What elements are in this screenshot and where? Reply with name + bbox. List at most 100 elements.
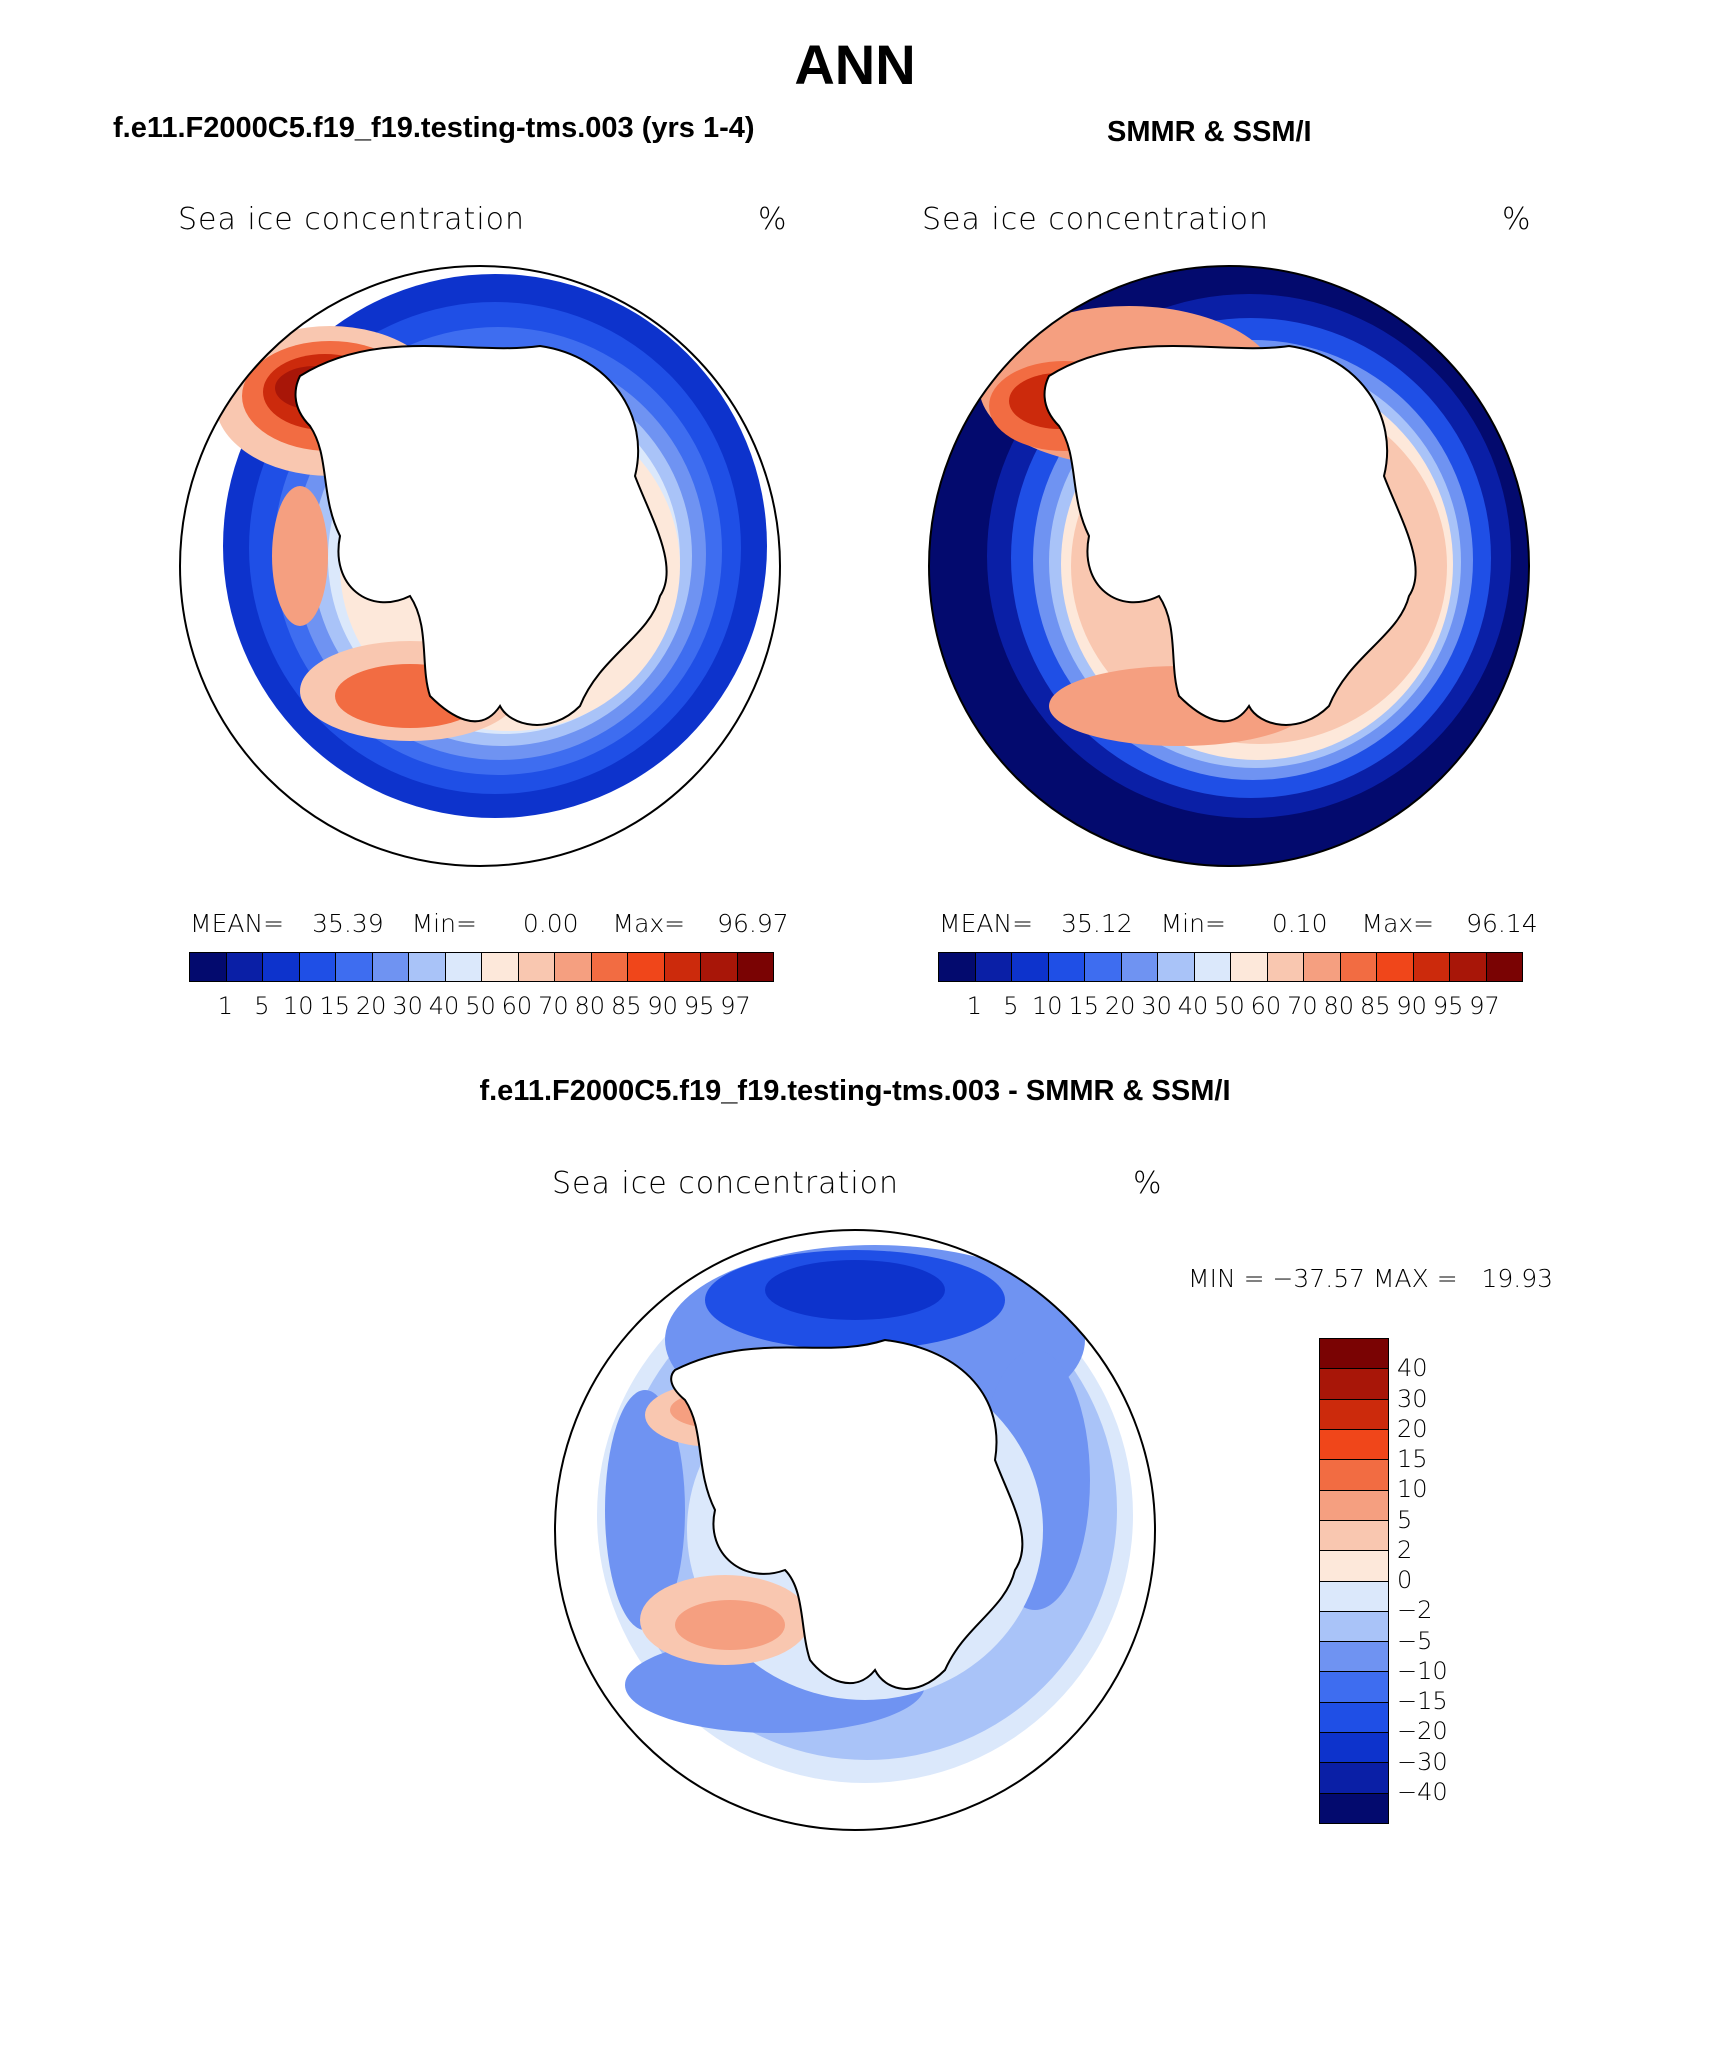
colorbar-cell xyxy=(1377,953,1414,981)
diff-colorbar xyxy=(1319,1338,1389,1824)
obs-mean-value: 35.12 xyxy=(1061,909,1133,938)
colorbar-cell xyxy=(701,953,738,981)
model-max-label: Max= xyxy=(612,909,686,938)
obs-stats: MEAN= 35.12 Min= 0.10 Max= 96.14 xyxy=(939,909,1538,938)
colorbar-tick-label: 1 xyxy=(966,992,983,1020)
diff-colorbar-cell xyxy=(1320,1733,1388,1764)
colorbar-tick-label: 40 xyxy=(428,992,460,1020)
colorbar-cell xyxy=(975,953,1012,981)
colorbar-tick-label: 80 xyxy=(574,992,606,1020)
diff-units-label: % xyxy=(1133,1166,1163,1201)
diff-colorbar-cell xyxy=(1320,1460,1388,1491)
model-field-label: Sea ice concentration xyxy=(178,202,526,237)
colorbar-cell xyxy=(226,953,263,981)
diff-colorbar-tick-label: −30 xyxy=(1397,1747,1448,1776)
page-title: ANN xyxy=(794,33,916,96)
colorbar-cell xyxy=(1340,953,1377,981)
colorbar-tick-label: 5 xyxy=(254,992,270,1020)
diff-minmax: MIN = −37.57 MAX = 19.93 xyxy=(1188,1264,1554,1293)
colorbar-tick-label: 95 xyxy=(1432,992,1464,1020)
colorbar-tick-label: 15 xyxy=(1068,992,1100,1020)
colorbar-tick-label: 97 xyxy=(720,992,751,1020)
obs-map xyxy=(928,265,1530,867)
colorbar-cell xyxy=(1267,953,1304,981)
diff-colorbar-ticks: 40 30 20 15 10 5 2 0 −2 −5 −10 −15 −20 −30 −40 xyxy=(1397,1338,1477,1822)
colorbar-cell xyxy=(263,953,300,981)
colorbar-cell xyxy=(482,953,519,981)
colorbar-tick-label: 60 xyxy=(1250,992,1282,1020)
obs-min-value: 0.10 xyxy=(1271,909,1328,938)
diff-colorbar-tick-label: 5 xyxy=(1397,1505,1413,1534)
colorbar-cell xyxy=(737,953,773,981)
colorbar-cell xyxy=(336,953,373,981)
colorbar-cell xyxy=(1048,953,1085,981)
diff-colorbar-tick-label: −15 xyxy=(1397,1687,1448,1715)
diff-colorbar-tick-label: 15 xyxy=(1397,1445,1428,1473)
colorbar-tick-label: 70 xyxy=(1287,992,1318,1020)
colorbar-tick-label: 95 xyxy=(683,992,715,1020)
colorbar-cell xyxy=(1413,953,1450,981)
diff-colorbar-tick-label: −10 xyxy=(1397,1656,1448,1685)
colorbar-cell xyxy=(939,953,976,981)
model-map xyxy=(179,265,781,867)
colorbar-tick-label: 10 xyxy=(1032,992,1063,1020)
colorbar-tick-label: 90 xyxy=(1396,992,1427,1020)
colorbar-cell xyxy=(1085,953,1122,981)
diff-map xyxy=(554,1229,1156,1831)
colorbar-cell xyxy=(664,953,701,981)
diff-colorbar-cell xyxy=(1320,1702,1388,1734)
model-min-label: Min= xyxy=(411,909,477,938)
colorbar-cell xyxy=(1450,953,1487,981)
diff-colorbar-cell xyxy=(1320,1399,1388,1430)
colorbar-tick-label: 80 xyxy=(1323,992,1355,1020)
colorbar-cell xyxy=(409,953,446,981)
diff-colorbar-cell xyxy=(1320,1429,1388,1461)
colorbar-tick-label: 15 xyxy=(319,992,351,1020)
diff-colorbar-cell xyxy=(1320,1793,1388,1823)
diff-colorbar-tick-label: 30 xyxy=(1397,1384,1428,1413)
colorbar-cell xyxy=(190,953,227,981)
diff-colorbar-cell xyxy=(1320,1369,1388,1400)
colorbar-tick-label: 50 xyxy=(465,992,496,1020)
diff-colorbar-tick-label: −40 xyxy=(1397,1777,1448,1806)
diff-colorbar-cell xyxy=(1320,1520,1388,1552)
diff-field-label: Sea ice concentration xyxy=(552,1166,900,1201)
obs-max-value: 96.14 xyxy=(1466,909,1538,938)
diff-colorbar-tick-label: 40 xyxy=(1397,1354,1428,1383)
obs-panel-title: SMMR & SSM/I xyxy=(1107,116,1312,148)
model-mean-label: MEAN= xyxy=(190,909,285,938)
colorbar-cell xyxy=(372,953,409,981)
diff-colorbar-tick-label: 0 xyxy=(1397,1566,1413,1594)
diff-colorbar-tick-label: −20 xyxy=(1397,1717,1448,1746)
colorbar-tick-label: 60 xyxy=(501,992,533,1020)
colorbar-tick-label: 85 xyxy=(610,992,642,1020)
diff-colorbar-tick-label: 10 xyxy=(1397,1475,1428,1504)
colorbar-tick-label: 20 xyxy=(355,992,387,1020)
obs-colorbar xyxy=(938,952,1523,982)
colorbar-cell xyxy=(1304,953,1341,981)
colorbar-cell xyxy=(1012,953,1049,981)
colorbar-cell xyxy=(1486,953,1522,981)
diff-colorbar-tick-label: 2 xyxy=(1397,1535,1413,1564)
diff-colorbar-cell xyxy=(1320,1642,1388,1673)
obs-units-label: % xyxy=(1502,202,1532,237)
colorbar-tick-label: 30 xyxy=(1141,992,1172,1020)
model-mean-value: 35.39 xyxy=(312,909,384,938)
colorbar-tick-label: 20 xyxy=(1104,992,1136,1020)
model-colorbar-ticks: 1 5 10 15 20 30 40 50 60 70 80 85 90 95 97 xyxy=(189,992,772,1022)
colorbar-tick-label: 50 xyxy=(1214,992,1245,1020)
model-min-value: 0.00 xyxy=(522,909,579,938)
diff-colorbar-tick-label: 20 xyxy=(1397,1414,1428,1443)
obs-field-label: Sea ice concentration xyxy=(922,202,1270,237)
model-units-label: % xyxy=(758,202,788,237)
colorbar-cell xyxy=(445,953,482,981)
diff-colorbar-cell xyxy=(1320,1551,1388,1582)
obs-min-label: Min= xyxy=(1160,909,1226,938)
diff-panel-title: f.e11.F2000C5.f19_f19.testing-tms.003 - … xyxy=(479,1075,1231,1107)
colorbar-tick-label: 90 xyxy=(647,992,678,1020)
diff-colorbar-cell xyxy=(1320,1339,1388,1370)
colorbar-tick-label: 40 xyxy=(1177,992,1209,1020)
colorbar-tick-label: 10 xyxy=(283,992,314,1020)
obs-mean-label: MEAN= xyxy=(939,909,1034,938)
colorbar-cell xyxy=(555,953,592,981)
